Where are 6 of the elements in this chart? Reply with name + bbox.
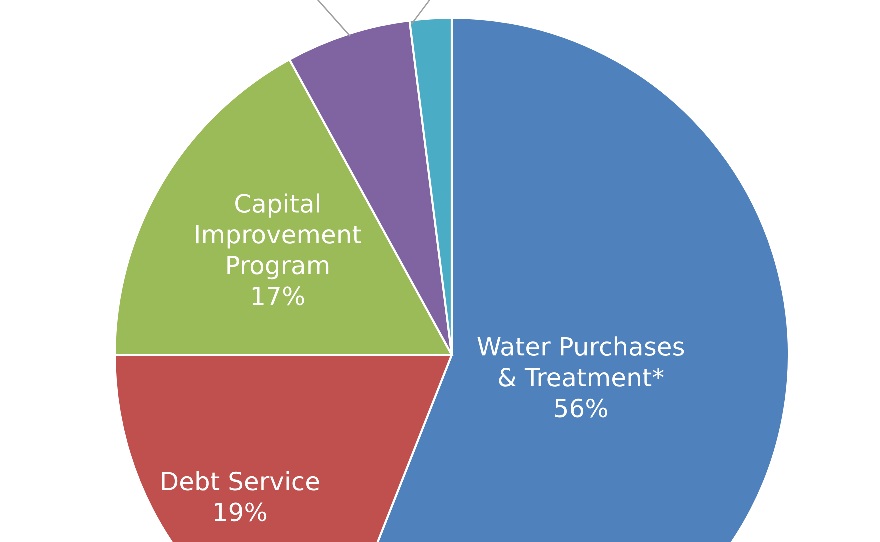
- slice-label: Water Purchases & Treatment*: [478, 336, 684, 387]
- data-label: 56%: [555, 398, 608, 418]
- slice-label: Debt Service: [162, 471, 320, 491]
- slice-label: Capital Improvement Program: [196, 194, 362, 280]
- data-label: 17%: [252, 286, 304, 306]
- data-label: 19%: [215, 502, 267, 522]
